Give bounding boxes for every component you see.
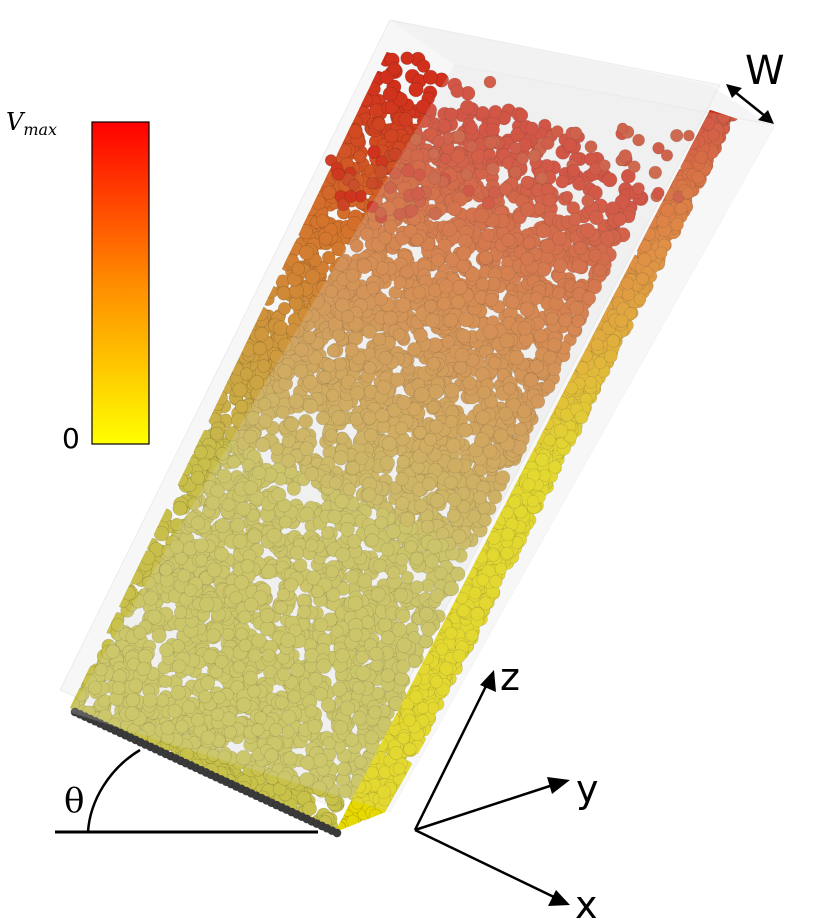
grain [398,112,413,127]
grain [235,400,249,414]
grain [276,286,292,301]
grain [257,359,271,373]
grain [277,301,291,315]
grain [368,808,383,823]
grain [346,814,359,828]
grain [384,128,399,143]
grain [400,51,414,65]
grain [172,500,188,516]
grain [408,82,424,98]
grain [316,214,330,228]
grain [193,445,208,460]
